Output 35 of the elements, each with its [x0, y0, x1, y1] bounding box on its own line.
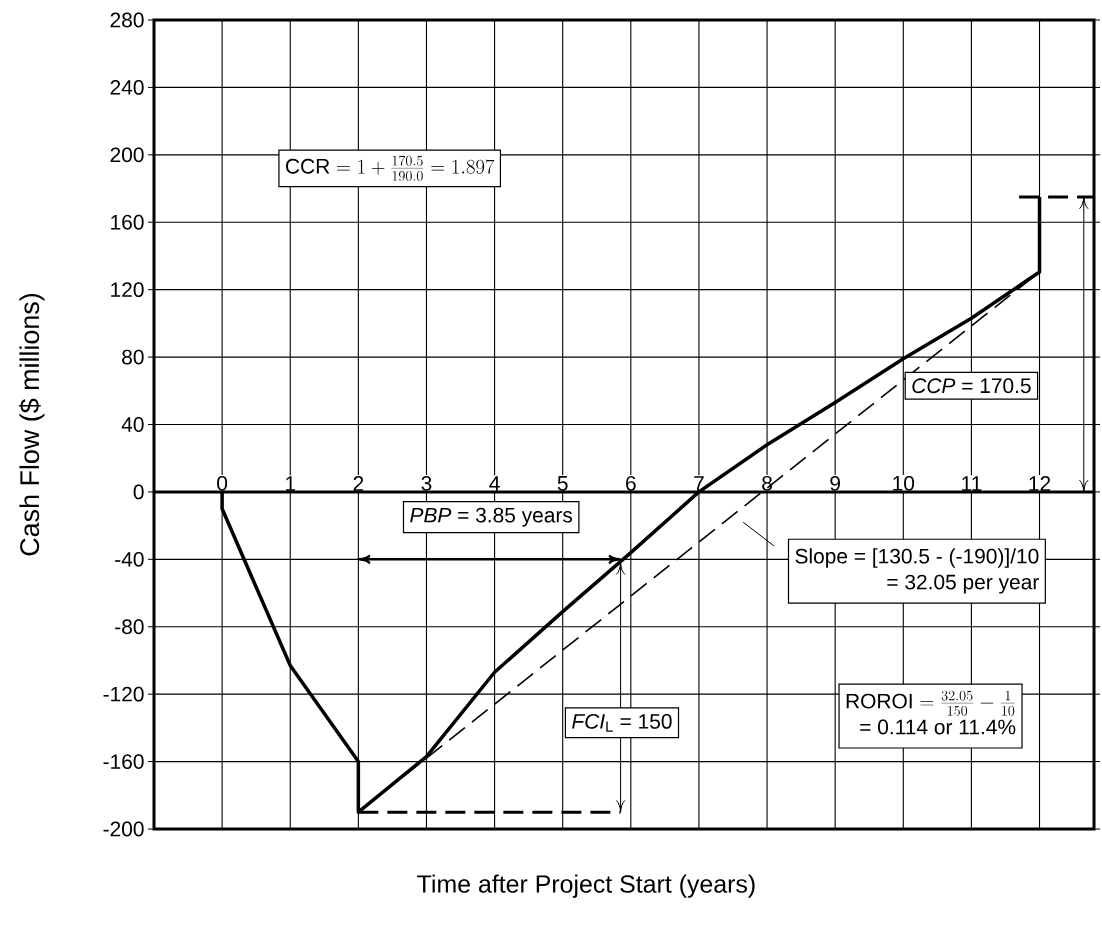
x-tick-label: 5 [557, 476, 568, 491]
x-tick-label: 4 [489, 476, 500, 491]
y-tick-label: 80 [122, 349, 144, 365]
x-tick-label: 7 [694, 476, 704, 491]
y-tick-label: -40 [115, 551, 144, 567]
x-tick-label: 10 [893, 475, 915, 491]
annotation: = 32.05 per year [887, 574, 1039, 594]
annotation: $\mathrm{ROROI} = \frac{32.05}{150} - \frac{1}{10}$ [846, 690, 1015, 716]
y-tick-label: 40 [121, 417, 144, 432]
y-tick-label: -80 [115, 619, 144, 635]
y-tick-label: -160 [103, 754, 144, 769]
y-tick-label: 280 [110, 12, 144, 28]
annotation: PBP = 3.85 years [410, 507, 573, 527]
annotation: Slope = [130.5 - (-190)]/10 [795, 548, 1039, 568]
annotation: $\mathrm{CCR} = 1 + \frac{170.5}{190.0} = 1.897$ [286, 155, 495, 181]
y-tick-label: -120 [103, 686, 144, 702]
x-tick-label: 2 [353, 476, 364, 491]
x-tick-label: 11 [962, 476, 982, 491]
annotation: = 0.114 or 11.4% [860, 719, 1016, 735]
x-tick-label: 8 [762, 475, 772, 491]
x-tick-label: 12 [1029, 476, 1051, 491]
x-axis-title: Time after Project Start (years) [417, 874, 755, 898]
x-tick-label: 9 [830, 475, 840, 491]
x-tick-label: 0 [217, 475, 228, 491]
annotation: FCI$_{L}$ = 150 [572, 713, 672, 732]
x-tick-label: 1 [286, 476, 296, 491]
y-tick-label: -200 [103, 821, 144, 837]
y-tick-label: 120 [111, 282, 144, 298]
x-tick-label: 6 [626, 475, 636, 491]
annotation: CCP = 170.5 [912, 378, 1031, 394]
y-axis-title: Cash Flow ($ millions) [18, 293, 45, 556]
y-tick-label: 240 [110, 80, 144, 95]
y-tick-label: 160 [111, 214, 144, 230]
x-tick-label: 3 [421, 475, 432, 491]
y-tick-label: 200 [110, 147, 144, 163]
